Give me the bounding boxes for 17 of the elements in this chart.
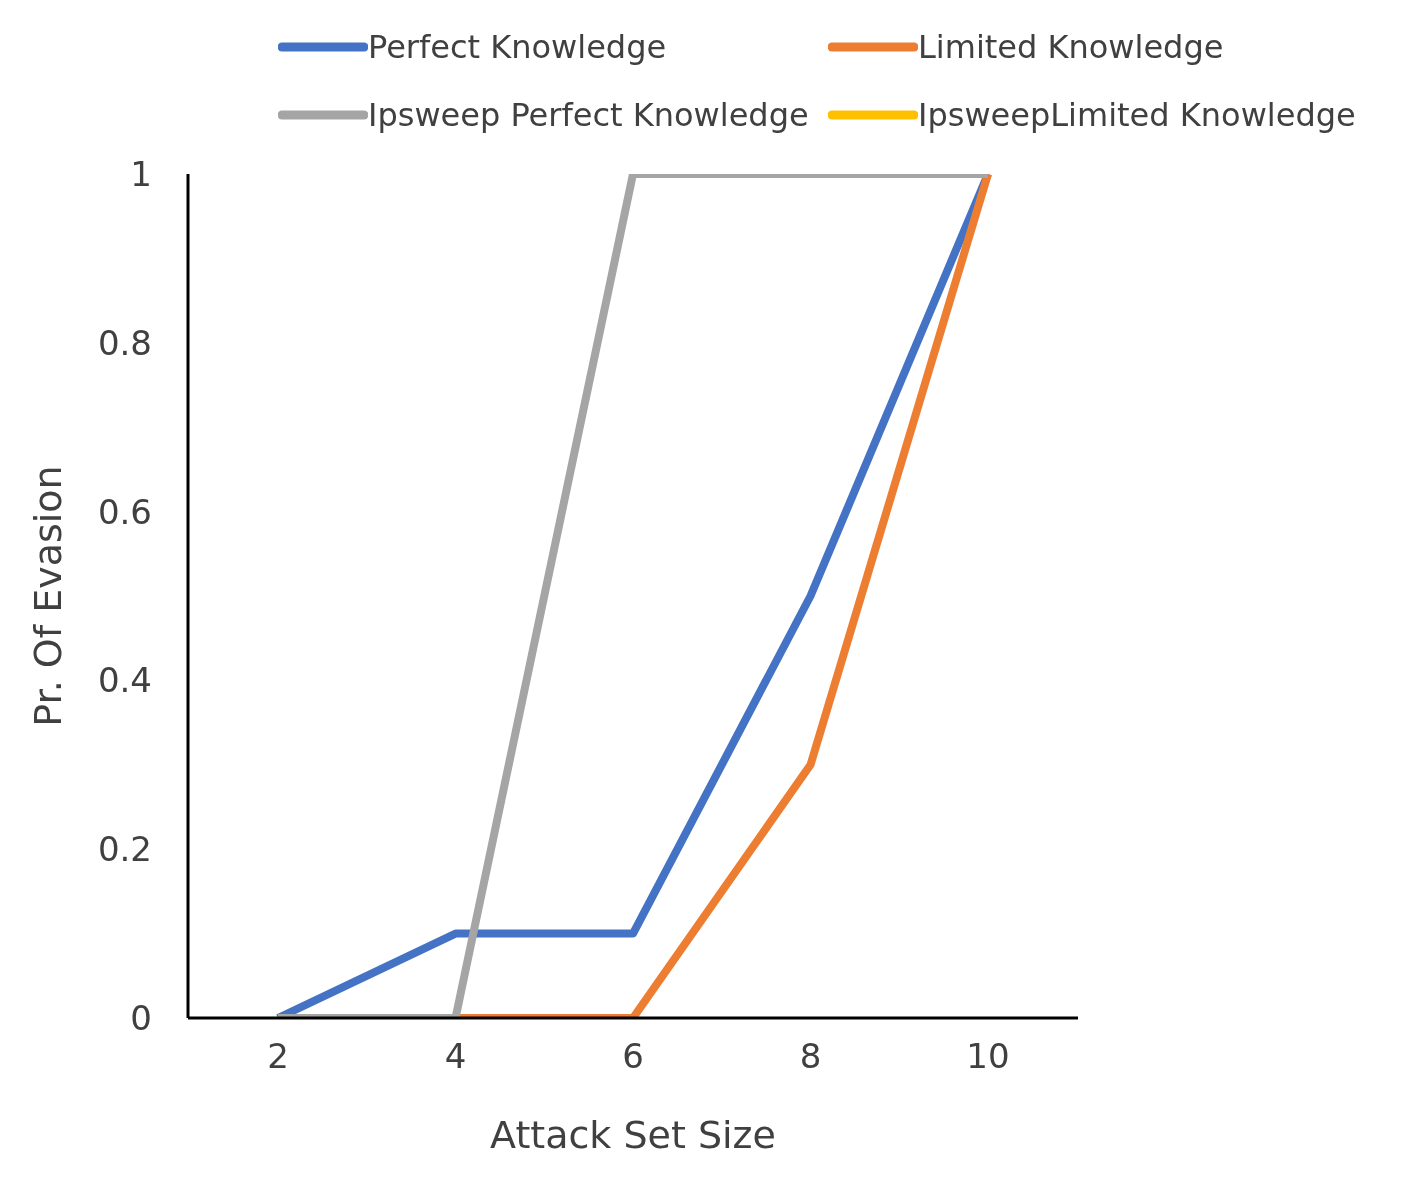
- y-axis-title: Pr. Of Evasion: [26, 465, 71, 727]
- x-tick-label: 4: [444, 1036, 467, 1077]
- legend-label: IpsweepLimited Knowledge: [918, 96, 1356, 134]
- x-tick-label: 8: [799, 1036, 822, 1077]
- legend-label: Limited Knowledge: [918, 28, 1224, 66]
- x-tick-label: 2: [267, 1036, 289, 1077]
- legend-label: Perfect Knowledge: [368, 28, 667, 66]
- x-tick-label: 10: [966, 1036, 1010, 1077]
- y-tick-label: 0.4: [97, 660, 152, 701]
- y-tick-label: 0.8: [97, 322, 152, 363]
- x-tick-label: 6: [622, 1036, 644, 1077]
- x-axis-title: Attack Set Size: [490, 1113, 776, 1157]
- y-tick-label: 0: [130, 998, 152, 1039]
- y-tick-label: 0.2: [97, 829, 152, 870]
- y-tick-label: 1: [130, 154, 152, 195]
- y-tick-label: 0.6: [97, 491, 152, 532]
- legend-label: Ipsweep Perfect Knowledge: [368, 96, 809, 134]
